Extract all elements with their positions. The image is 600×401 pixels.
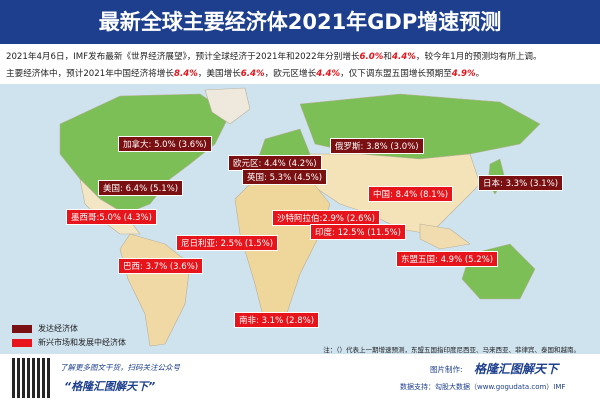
highlight: 4.4%: [316, 69, 341, 79]
country-label: 俄罗斯: 3.8% (3.0%): [330, 138, 424, 154]
country-label: 美国: 6.4% (5.1%): [98, 180, 184, 196]
highlight: 8.4%: [173, 69, 198, 79]
legend: 发达经济体 新兴市场和发展中经济体: [12, 322, 126, 350]
intro-text: ，仅下调东盟五国增长预期至: [340, 69, 452, 79]
country-label: 南非: 3.1% (2.8%): [234, 312, 320, 328]
brand: 格隆汇图解天下: [474, 362, 559, 376]
highlight: 4.4%: [392, 52, 416, 62]
highlight: 6.0%: [359, 52, 384, 62]
intro-text: 。: [475, 69, 485, 79]
made-by: 图片制作:: [430, 365, 463, 374]
country-label: 东盟五国: 4.9% (5.2%): [396, 251, 499, 267]
country-label: 印度: 12.5% (11.5%): [310, 224, 406, 240]
intro-line: 主要经济体中，预计2021年中国经济将增长8.4%，美国增长6.4%，欧元区增长…: [6, 66, 596, 83]
legend-item: 发达经济体: [12, 322, 126, 336]
intro-line: 2021年4月6日，IMF发布最新《世界经济展望》，预计全球经济于2021年和2…: [6, 49, 596, 66]
intro-text: ，较今年1月的预测均有所上调。: [415, 52, 542, 62]
intro-text: 和: [383, 52, 392, 62]
note: 注：（）代表上一期增速预测，东盟五国指印度尼西亚、马来西亚、菲律宾、泰国和越南。: [323, 346, 580, 354]
country-label: 巴西: 3.7% (3.6%): [118, 258, 204, 274]
source: 数据支持：勾股大数据（www.gogudata.com）IMF: [400, 383, 566, 391]
highlight: 6.4%: [240, 69, 265, 79]
intro-text: 2021年4月6日，IMF发布最新《世界经济展望》，预计全球经济于2021年和2…: [6, 52, 360, 62]
country-label: 英国: 5.3% (4.5%): [242, 169, 328, 185]
footer: 了解更多图文干货，扫码关注公众号 “格隆汇图解天下” 图片制作: 格隆汇图解天下…: [0, 356, 600, 401]
legend-text: 新兴市场和发展中经济体: [38, 338, 126, 347]
intro-text: ，欧元区增长: [264, 69, 317, 79]
legend-item: 新兴市场和发展中经济体: [12, 336, 126, 350]
account: “格隆汇图解天下”: [64, 380, 156, 393]
country-label: 中国: 8.4% (8.1%): [368, 186, 454, 202]
country-label: 尼日利亚: 2.5% (1.5%): [176, 235, 279, 251]
qr-code: [12, 358, 52, 398]
country-label: 墨西哥:5.0% (4.3%): [66, 209, 157, 225]
country-label: 加拿大: 5.0% (3.6%): [118, 136, 212, 152]
country-label: 日本: 3.3% (3.1%): [478, 175, 564, 191]
intro: 2021年4月6日，IMF发布最新《世界经济展望》，预计全球经济于2021年和2…: [6, 49, 596, 83]
highlight: 4.9%: [451, 69, 476, 79]
intro-text: 主要经济体中，预计2021年中国经济将增长: [6, 69, 174, 79]
qr-caption: 了解更多图文干货，扫码关注公众号: [60, 363, 180, 372]
title: 最新全球主要经济体2021年GDP增速预测: [0, 0, 600, 44]
legend-text: 发达经济体: [38, 324, 78, 333]
intro-text: ，美国增长: [197, 69, 241, 79]
